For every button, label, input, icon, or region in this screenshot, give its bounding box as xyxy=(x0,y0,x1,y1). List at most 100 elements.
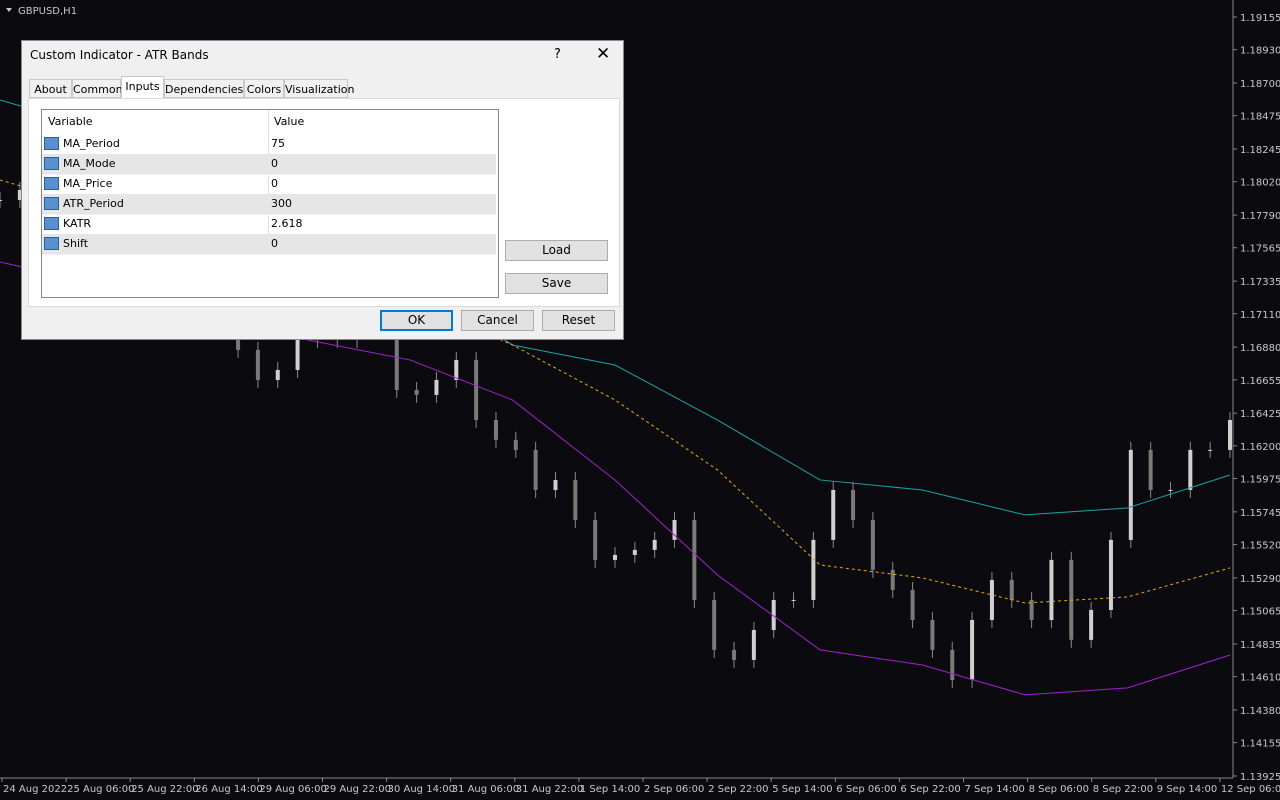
price-label: 1.16880 xyxy=(1240,343,1280,354)
time-label: 5 Sep 14:00 xyxy=(772,784,832,795)
symbol-arrow xyxy=(6,8,12,12)
candle xyxy=(751,630,756,660)
param-name: MA_Mode xyxy=(63,157,116,170)
candle xyxy=(394,320,399,390)
param-name: MA_Price xyxy=(63,177,113,190)
load-button[interactable]: Load xyxy=(505,240,608,261)
inputs-table: Variable Value MA_Period 75 MA_Mode 0 MA_Pri… xyxy=(41,109,499,298)
param-icon xyxy=(44,237,59,250)
column-divider xyxy=(268,110,269,255)
candle xyxy=(1108,539,1113,610)
table-row[interactable]: MA_Mode 0 xyxy=(42,154,496,175)
time-label: 8 Sep 22:00 xyxy=(1093,784,1153,795)
tab[interactable]: Common xyxy=(72,79,123,98)
time-label: 29 Aug 06:00 xyxy=(259,784,326,795)
tab[interactable]: Inputs xyxy=(121,76,164,99)
price-label: 1.15065 xyxy=(1240,607,1280,618)
column-header: Variable xyxy=(48,115,93,128)
param-value: 2.618 xyxy=(271,217,303,230)
table-row[interactable]: KATR 2.618 xyxy=(42,214,496,235)
price-label: 1.19155 xyxy=(1240,13,1280,24)
candle xyxy=(910,589,915,620)
close-button[interactable]: ✕ xyxy=(596,44,611,64)
dialog-title: Custom Indicator - ATR Bands xyxy=(30,48,209,62)
candle xyxy=(989,579,994,620)
candle xyxy=(1089,609,1094,640)
price-label: 1.16200 xyxy=(1240,442,1280,453)
tab[interactable]: Colors xyxy=(244,79,284,98)
candle xyxy=(1128,449,1133,540)
column-header: Value xyxy=(274,115,305,128)
candle xyxy=(672,520,677,540)
candle xyxy=(1049,559,1054,620)
price-label: 1.18930 xyxy=(1240,46,1280,57)
param-icon xyxy=(44,157,59,170)
candle xyxy=(791,599,796,601)
price-label: 1.13925 xyxy=(1240,772,1280,783)
param-value: 0 xyxy=(271,237,278,250)
time-label: 2 Sep 22:00 xyxy=(708,784,768,795)
price-label: 1.17790 xyxy=(1240,211,1280,222)
price-label: 1.16655 xyxy=(1240,376,1280,387)
candle xyxy=(533,449,538,490)
candle xyxy=(434,379,439,395)
price-label: 1.17565 xyxy=(1240,244,1280,255)
table-row[interactable]: MA_Period 75 xyxy=(42,134,496,155)
candle xyxy=(1029,599,1034,620)
candle xyxy=(1228,420,1232,450)
price-label: 1.15745 xyxy=(1240,508,1280,519)
time-label: 25 Aug 06:00 xyxy=(67,784,134,795)
candle xyxy=(474,359,479,421)
dialog: Custom Indicator - ATR Bands ? ✕ About Co… xyxy=(21,40,624,340)
tab[interactable]: Visualization xyxy=(284,79,354,98)
candle xyxy=(652,539,657,550)
candle xyxy=(970,619,975,680)
table-row[interactable]: Shift 0 xyxy=(42,234,496,255)
price-label: 1.15975 xyxy=(1240,474,1280,485)
candle xyxy=(295,339,300,370)
price-label: 1.17110 xyxy=(1240,310,1280,321)
candle xyxy=(771,599,776,631)
price-label: 1.18475 xyxy=(1240,112,1280,123)
candle xyxy=(0,200,2,202)
candle xyxy=(17,189,22,201)
param-icon xyxy=(44,177,59,190)
tab[interactable]: About xyxy=(29,79,72,98)
param-name: Shift xyxy=(63,237,89,250)
candle xyxy=(632,549,637,555)
help-button[interactable]: ? xyxy=(554,47,561,62)
candle xyxy=(890,569,895,590)
time-label: 29 Aug 22:00 xyxy=(324,784,391,795)
table-row[interactable]: ATR_Period 300 xyxy=(42,194,496,215)
table-row[interactable]: MA_Price 0 xyxy=(42,174,496,195)
candle xyxy=(573,479,578,521)
param-icon xyxy=(44,137,59,150)
candle xyxy=(1148,449,1153,490)
price-label: 1.18020 xyxy=(1240,178,1280,189)
candle xyxy=(831,489,836,540)
ok-button[interactable]: OK xyxy=(380,310,453,331)
candle xyxy=(712,599,717,650)
candle xyxy=(414,389,419,395)
cancel-button[interactable]: Cancel xyxy=(461,310,534,331)
candle xyxy=(1168,489,1173,491)
candle xyxy=(811,539,816,600)
candle xyxy=(950,649,955,680)
time-label: 2 Sep 06:00 xyxy=(644,784,704,795)
tab-panel: Variable Value MA_Period 75 MA_Mode 0 MA_Pri… xyxy=(28,98,620,307)
reset-button[interactable]: Reset xyxy=(542,310,615,331)
time-label: 24 Aug 2022 xyxy=(3,784,67,795)
param-name: MA_Period xyxy=(63,137,120,150)
symbol: GBPUSD,H1 xyxy=(18,6,77,17)
time-label: 12 Sep 06:00 xyxy=(1221,784,1280,795)
price-label: 1.14835 xyxy=(1240,640,1280,651)
tab[interactable]: Dependencies xyxy=(164,79,244,98)
price-label: 1.16425 xyxy=(1240,409,1280,420)
candle xyxy=(593,520,598,560)
price-label: 1.14155 xyxy=(1240,739,1280,750)
save-button[interactable]: Save xyxy=(505,273,608,294)
time-label: 7 Sep 14:00 xyxy=(965,784,1025,795)
time-label: 31 Aug 06:00 xyxy=(452,784,519,795)
